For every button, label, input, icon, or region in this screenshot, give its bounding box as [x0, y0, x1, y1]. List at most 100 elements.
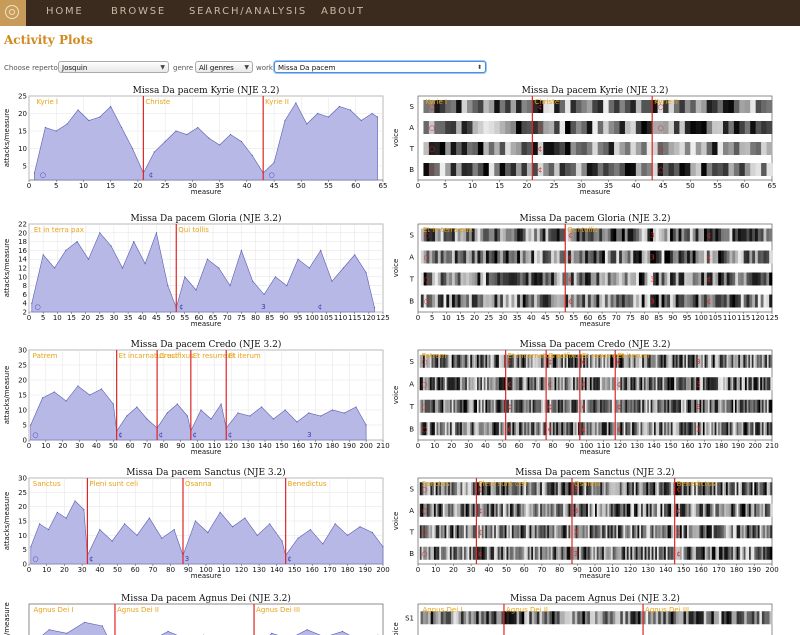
chart8-cell-A-145: [674, 503, 677, 517]
chart8-cell-T-1: [419, 525, 422, 539]
chart6-xtick-16: 160: [681, 442, 694, 450]
chart7-point-11: [136, 534, 138, 536]
chart9-title: Missa Da pacem Agnus Dei (NJE 3.2): [121, 593, 291, 604]
chart2-cell-A-52: [701, 121, 707, 134]
nav-about[interactable]: ABOUT: [321, 6, 365, 17]
chart4-cell-B-62: [593, 294, 597, 308]
chart8-cell-A-70: [541, 503, 544, 517]
chart6-cell-S-40: [485, 354, 488, 368]
chart6-cell-B-42: [488, 422, 491, 436]
nav-home[interactable]: HOME: [46, 6, 84, 17]
chart8-cell-S-181: [738, 482, 741, 496]
nav-search-analysis[interactable]: SEARCH/ANALYSIS: [189, 6, 307, 17]
chart2-cell-T-61: [750, 142, 756, 155]
chart4-cell-A-32: [508, 250, 512, 264]
chart2-cell-A-27: [565, 121, 571, 134]
seal-logo-icon[interactable]: [0, 0, 26, 26]
chart6-cell-B-69: [534, 422, 537, 436]
chart2-cell-T-54: [712, 142, 718, 155]
chart4-cell-A-22: [480, 250, 484, 264]
chart4-cell-S-75: [630, 228, 634, 242]
chart2-cell-T-1: [423, 142, 430, 155]
chart6-cell-S-187: [733, 354, 736, 368]
chart8-cell-S-70: [541, 482, 544, 496]
chart5-point-22: [249, 415, 251, 417]
chart6-cell-T-74: [542, 399, 545, 413]
chart4-cell-S-31: [505, 228, 509, 242]
chart8-cell-S-13: [441, 482, 444, 496]
chart8-cell-A-165: [710, 503, 713, 517]
chart4-cell-B-23: [483, 294, 487, 308]
chart6-cell-T-139: [652, 399, 655, 413]
chart4-cell-B-81: [647, 294, 651, 308]
chart6-cell-T-165: [696, 399, 699, 413]
chart4-cell-A-78: [638, 250, 643, 264]
chart6-cell-B-173: [709, 422, 712, 436]
genre-select[interactable]: All genres ▼: [195, 61, 253, 73]
chart4-xtick-5: 25: [484, 314, 493, 322]
chart8-cell-S-90: [577, 482, 580, 496]
chart4-cell-A-74: [627, 250, 631, 264]
chart6-cell-S-144: [660, 354, 663, 368]
chart2-cell-S-33: [597, 100, 604, 113]
chart6-cell-A-105: [595, 377, 597, 391]
chart8-cell-S-31: [472, 482, 475, 496]
chart8-cell-S-169: [717, 482, 720, 496]
chart6-cell-S-123: [625, 354, 628, 368]
chart6-mensuration-0-B: ○: [421, 425, 427, 433]
chart6-cell-S-156: [680, 354, 683, 368]
chart6-cell-A-31: [470, 377, 473, 391]
chart8-cell-A-25: [462, 503, 465, 517]
work-select[interactable]: Missa Da pacem ⬍: [274, 61, 486, 73]
chart8-cell-B-196: [764, 546, 767, 560]
chart8-cell-B-72: [545, 546, 548, 560]
chart8-cell-B-95: [586, 546, 589, 560]
chart8-cell-A-127: [642, 503, 645, 517]
chart4-mensuration-0-A: ○: [424, 254, 430, 262]
chart4-cell-T-50: [559, 272, 563, 286]
chart8-title: Missa Da pacem Sanctus (NJE 3.2): [515, 467, 674, 478]
chart9-series-area: [42, 621, 379, 635]
chart4-cell-A-71: [619, 250, 623, 264]
chart8-cell-S-157: [695, 482, 698, 496]
chart8-cell-B-148: [679, 546, 683, 560]
chart2-cell-T-25: [554, 142, 560, 155]
chart10-cell-S1-107: [688, 611, 692, 625]
chart8-cell-B-59: [522, 546, 525, 560]
chart6-cell-S-22: [455, 354, 458, 368]
chart6-cell-T-127: [632, 399, 635, 413]
chart6-cell-B-203: [760, 422, 763, 436]
chart6-cell-A-84: [559, 377, 562, 391]
nav-browse[interactable]: BROWSE: [111, 6, 167, 17]
chart6-cell-S-126: [630, 354, 633, 368]
chart6-mensuration-3-S: ¢: [582, 358, 586, 366]
chart8-cell-B-55: [515, 546, 518, 560]
chart8-cell-B-85: [568, 546, 571, 560]
chart2-cell-B-60: [744, 163, 751, 176]
chart6-cell-S-91: [571, 354, 574, 368]
chart6-cell-T-12: [438, 399, 441, 413]
chart6-cell-S-84: [559, 354, 562, 368]
chart6-cell-B-54: [509, 422, 512, 436]
chart10-cell-S1-91: [648, 611, 651, 625]
chart6-cell-T-94: [576, 399, 579, 413]
chart4-cell-S-100: [701, 228, 705, 242]
chart4-cell-A-82: [650, 250, 654, 264]
chart4-cell-A-109: [726, 250, 730, 264]
chart8-cell-S-43: [494, 482, 497, 496]
chart8-cell-S-4: [425, 482, 428, 496]
chart10-cell-S1-38: [514, 611, 517, 625]
chart4-cell-S-22: [480, 228, 484, 242]
chart3-xtick-10: 50: [166, 314, 175, 322]
chart8-cell-T-118: [626, 525, 629, 539]
chart6-cell-T-90: [569, 399, 572, 413]
chart4-section-label-0: Et in terra pax: [423, 226, 473, 234]
chart4-cell-B-113: [738, 294, 742, 308]
chart6-cell-B-141: [655, 422, 658, 436]
chart8-cell-T-114: [619, 525, 622, 539]
chart6-cell-T-64: [525, 399, 528, 413]
chart4-cell-S-74: [627, 228, 631, 242]
repertory-select[interactable]: Josquin ▼: [58, 61, 169, 73]
chart8-cell-A-35: [479, 503, 483, 517]
chart6-cell-B-108: [600, 422, 603, 436]
